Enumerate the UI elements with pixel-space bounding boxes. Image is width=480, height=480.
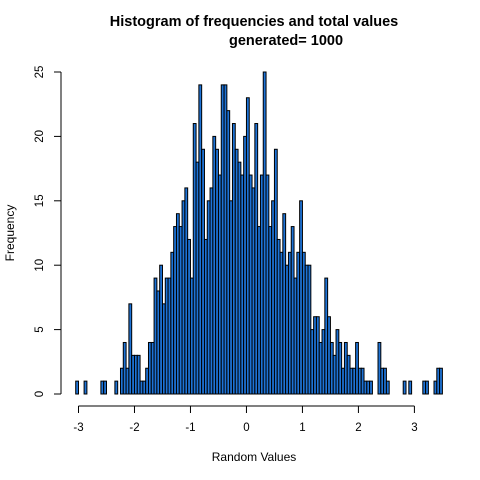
y-tick-label: 25: [34, 66, 46, 79]
histogram-bar: [385, 380, 390, 395]
histogram-bar: [402, 380, 407, 395]
x-tick-label: -3: [73, 422, 83, 434]
y-axis-label: Frequency: [3, 205, 17, 262]
histogram-bar: [136, 354, 141, 395]
x-tick-label: 0: [243, 422, 249, 434]
x-axis-label: Random Values: [212, 450, 297, 464]
histogram-bar: [408, 380, 413, 395]
histogram-bar: [103, 380, 107, 395]
y-tick-label: 5: [34, 326, 46, 332]
chart-title-line1: Histogram of frequencies and total value…: [110, 14, 398, 30]
histogram-bars: [75, 71, 443, 395]
histogram-bar: [425, 380, 429, 395]
x-tick-label: -2: [129, 422, 139, 434]
x-tick-label: -1: [185, 422, 195, 434]
x-tick-label: 2: [355, 422, 361, 434]
histogram-bar: [114, 380, 119, 395]
y-tick-label: 15: [34, 194, 46, 207]
histogram-bar: [128, 303, 133, 395]
y-axis: 0 5 10 15 20 25: [34, 66, 62, 397]
y-tick-label: 20: [34, 130, 46, 143]
y-tick-label: 0: [34, 391, 46, 397]
x-axis: -3 -2 -1 0 1 2 3: [73, 405, 418, 434]
x-tick-label: 1: [299, 422, 305, 434]
histogram-bar: [369, 380, 373, 395]
histogram-bar: [83, 380, 88, 395]
y-tick-label: 10: [34, 259, 46, 272]
chart-title-line2: generated= 1000: [229, 33, 343, 49]
x-tick-label: 3: [411, 422, 417, 434]
histogram-bar: [75, 380, 79, 395]
histogram-bar: [439, 367, 443, 395]
